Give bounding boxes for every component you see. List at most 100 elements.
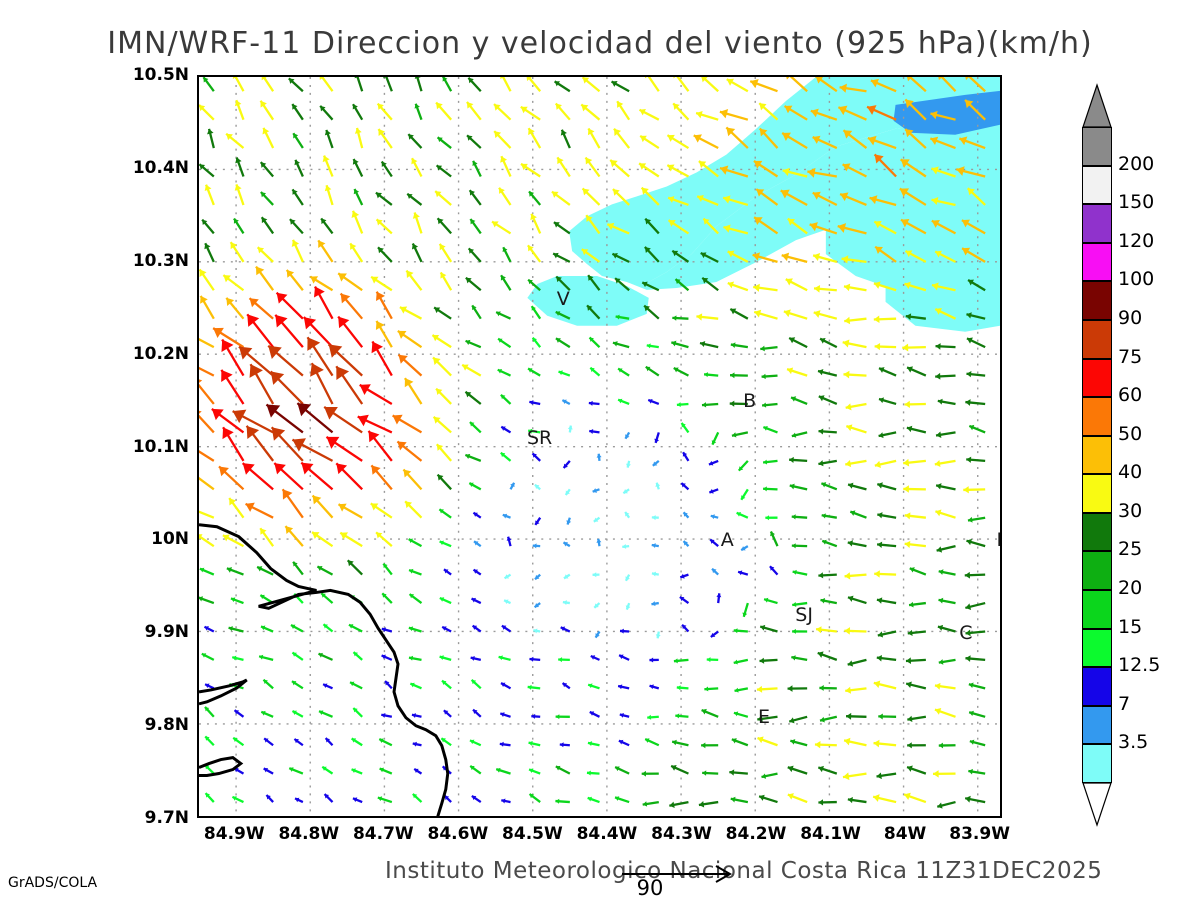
wind-vector xyxy=(532,543,541,549)
colorbar-tick-label: 25 xyxy=(1118,538,1143,561)
wind-vector xyxy=(730,372,748,379)
wind-vector xyxy=(787,685,808,692)
wind-vector xyxy=(839,192,867,207)
wind-vector xyxy=(667,196,689,207)
wind-vector xyxy=(530,305,542,320)
wind-vector xyxy=(351,737,363,747)
wind-vector xyxy=(292,132,304,149)
wind-vector xyxy=(964,571,986,579)
city-label-a: A xyxy=(720,529,734,552)
wind-vector xyxy=(349,242,364,263)
wind-vector xyxy=(904,128,927,149)
wind-vector xyxy=(814,77,838,93)
wind-vector xyxy=(782,167,808,178)
wind-vector xyxy=(249,363,275,405)
wind-vector xyxy=(291,710,304,718)
wind-vector xyxy=(790,396,808,406)
wind-vector xyxy=(290,624,304,633)
wind-vector xyxy=(558,657,570,663)
wind-vector xyxy=(310,362,334,405)
y-axis-tick-label: 9.7N xyxy=(144,808,189,828)
wind-vector xyxy=(734,687,749,693)
wind-vector xyxy=(965,601,986,611)
wind-vector xyxy=(909,567,927,576)
wind-vector xyxy=(503,573,512,580)
wind-vector xyxy=(899,187,927,206)
wind-vector xyxy=(586,770,600,776)
wind-vector xyxy=(964,99,986,121)
wind-vector xyxy=(551,190,571,206)
wind-vector xyxy=(842,129,868,149)
wind-vector xyxy=(753,283,778,292)
wind-vector xyxy=(847,595,867,605)
wind-vector xyxy=(961,247,986,263)
wind-vector xyxy=(370,464,393,491)
wind-vector xyxy=(785,278,808,292)
wind-vector xyxy=(936,545,956,553)
wind-vector xyxy=(201,218,215,235)
wind-vector xyxy=(259,100,275,121)
wind-vector xyxy=(380,160,393,178)
wind-vector xyxy=(509,482,516,490)
wind-vector xyxy=(760,345,778,352)
wind-vector xyxy=(647,714,659,720)
wind-vector xyxy=(873,220,897,235)
x-axis-tick-label: 84.3W xyxy=(651,824,712,844)
wind-vector xyxy=(780,189,808,206)
colorbar-swatch xyxy=(1082,590,1112,629)
wind-vector xyxy=(211,408,245,434)
wind-vector xyxy=(787,793,808,804)
wind-vector xyxy=(229,241,245,263)
colorbar-tick-label: 12.5 xyxy=(1118,654,1161,677)
wind-vector xyxy=(231,795,244,804)
wind-vector xyxy=(698,800,719,808)
wind-vector xyxy=(526,77,542,92)
wind-vector xyxy=(644,738,660,747)
wind-vector xyxy=(846,424,867,434)
wind-vector xyxy=(845,686,867,694)
wind-vector xyxy=(324,129,334,149)
wind-vector xyxy=(969,739,986,747)
wind-vector xyxy=(966,538,986,548)
wind-vector xyxy=(843,283,867,292)
wind-vector xyxy=(672,102,690,121)
wind-vector xyxy=(234,99,245,121)
x-axis-tick-label: 84.1W xyxy=(800,824,861,844)
wind-vector xyxy=(291,103,304,121)
wind-vector xyxy=(905,657,926,665)
wind-vector xyxy=(502,513,511,519)
wind-map-plot: V SR B A SJ C E I xyxy=(197,75,1002,818)
wind-vector xyxy=(931,219,957,235)
wind-vector-field xyxy=(199,77,986,809)
x-axis-tick-label: 84.2W xyxy=(725,824,787,844)
colorbar-swatch xyxy=(1082,512,1112,552)
wind-vector xyxy=(204,735,215,747)
wind-vector xyxy=(221,338,245,377)
wind-vector xyxy=(222,426,245,462)
wind-vector xyxy=(700,251,719,263)
wind-vector xyxy=(719,165,749,178)
wind-vector xyxy=(737,570,749,576)
wind-vector xyxy=(556,156,571,178)
wind-vector xyxy=(408,626,422,633)
wind-vector xyxy=(533,628,541,634)
wind-vector xyxy=(783,309,808,320)
wind-vector xyxy=(199,567,215,576)
wind-vector xyxy=(719,109,749,121)
wind-vector xyxy=(281,488,304,519)
wind-vector xyxy=(199,476,215,491)
wind-vector xyxy=(613,127,631,149)
wind-vector xyxy=(761,402,778,408)
wind-vector xyxy=(337,272,363,292)
wind-vector xyxy=(469,218,482,235)
wind-vector xyxy=(248,297,274,320)
wind-vector xyxy=(322,683,333,690)
wind-vector xyxy=(753,160,779,178)
wind-vector xyxy=(413,767,423,775)
wind-vector xyxy=(534,517,542,526)
wind-vector xyxy=(405,269,423,291)
wind-vector xyxy=(749,79,778,93)
wind-vector xyxy=(553,221,571,235)
wind-vector xyxy=(904,98,927,121)
wind-vector xyxy=(792,569,808,576)
